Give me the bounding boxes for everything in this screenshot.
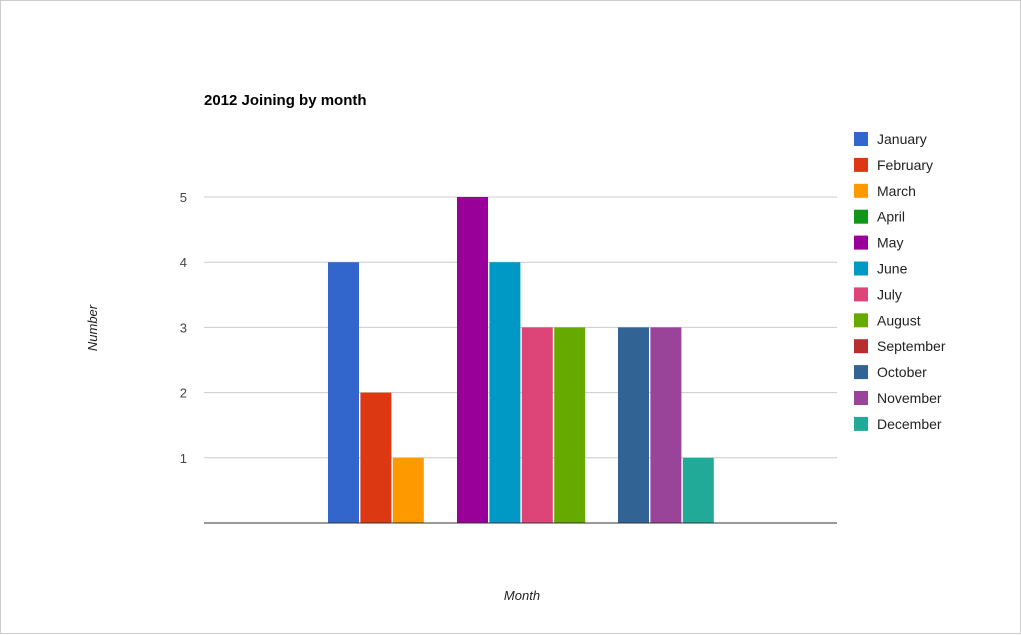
y-tick-label: 3	[180, 320, 187, 335]
legend-swatch	[854, 132, 868, 146]
chart-title: 2012 Joining by month	[204, 92, 367, 109]
bar-december	[682, 457, 714, 523]
bars	[328, 197, 714, 523]
legend-label: September	[877, 338, 946, 354]
bar-july	[521, 327, 553, 523]
legend-label: July	[877, 286, 902, 302]
y-axis-title: Number	[85, 304, 100, 351]
legend-label: December	[877, 416, 942, 432]
legend-label: May	[877, 235, 903, 251]
legend-swatch	[854, 287, 868, 302]
legend: January February March April May June July Augu…	[854, 131, 946, 432]
bar-august	[554, 327, 586, 523]
legend-swatch	[854, 339, 868, 354]
y-tick-label: 5	[180, 190, 187, 205]
legend-swatch	[854, 391, 868, 405]
legend-label: November	[877, 390, 942, 406]
gridlines	[204, 196, 837, 459]
legend-swatch	[854, 416, 868, 431]
bar-january	[328, 262, 359, 523]
legend-swatch	[854, 183, 868, 198]
legend-swatch	[854, 261, 868, 276]
y-tick-label: 4	[180, 255, 187, 270]
legend-label: February	[877, 157, 933, 173]
legend-label: August	[877, 312, 921, 328]
x-axis-title: Month	[504, 588, 540, 603]
legend-swatch	[854, 209, 868, 224]
legend-label: January	[877, 131, 927, 147]
bar-march	[392, 457, 424, 523]
bar-october	[618, 327, 649, 523]
bar-november	[650, 327, 682, 523]
legend-label: April	[877, 209, 905, 225]
y-axis-ticks: 1 2 3 4 5	[180, 190, 187, 466]
y-tick-label: 1	[180, 451, 187, 466]
legend-swatch	[854, 157, 868, 172]
bar-june	[489, 262, 521, 523]
legend-swatch	[854, 235, 868, 250]
legend-swatch	[854, 313, 868, 328]
legend-swatch	[854, 365, 868, 380]
bar-may	[457, 197, 488, 523]
legend-label: March	[877, 183, 916, 199]
legend-label: October	[877, 364, 927, 380]
legend-label: June	[877, 261, 908, 277]
y-tick-label: 2	[180, 386, 187, 401]
bar-february	[360, 392, 392, 523]
